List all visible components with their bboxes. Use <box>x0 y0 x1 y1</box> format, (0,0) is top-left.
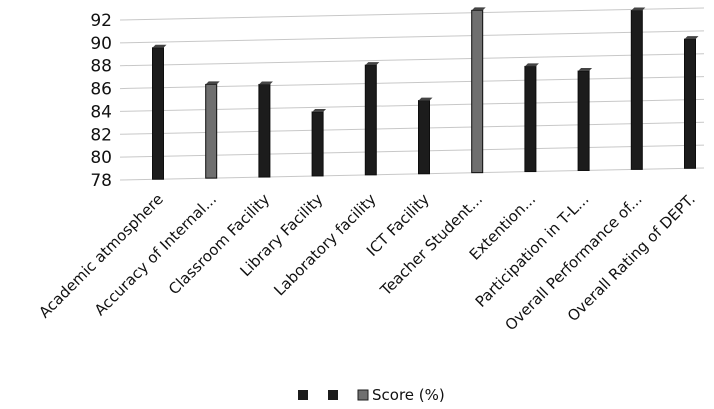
gridline <box>119 76 705 90</box>
gridline <box>119 98 705 112</box>
gridline <box>119 7 705 21</box>
bar <box>630 10 643 170</box>
y-tick-label: 84 <box>90 102 112 122</box>
bar <box>577 70 590 171</box>
y-tick-label: 86 <box>90 80 112 100</box>
bar <box>524 65 537 173</box>
y-tick-label: 92 <box>90 11 112 31</box>
gridline <box>119 30 705 44</box>
bars <box>152 7 699 180</box>
y-tick-label: 88 <box>90 57 112 77</box>
x-category-label: Teacher Student... <box>376 190 486 300</box>
bar <box>311 111 324 177</box>
x-category-label: Classroom Facility <box>165 190 273 298</box>
legend-swatch-2 <box>328 390 338 400</box>
bar-cap <box>524 63 539 67</box>
bar <box>684 38 696 169</box>
legend-swatch-1 <box>298 390 308 400</box>
legend-label: Score (%) <box>372 386 445 404</box>
gridline <box>119 121 705 135</box>
bar <box>364 64 377 176</box>
bar-cap <box>205 81 220 85</box>
bar-cap <box>631 7 646 11</box>
bar <box>471 9 484 174</box>
x-category-label: Laboratory facility <box>270 190 379 299</box>
bar-cap <box>684 36 699 40</box>
legend: Score (%) <box>298 386 445 404</box>
bar-cap <box>312 108 327 112</box>
bar-cap <box>258 81 273 85</box>
bar-cap <box>418 97 433 101</box>
bar <box>418 100 430 175</box>
bar <box>205 83 218 179</box>
bar <box>152 47 164 180</box>
y-tick-label: 90 <box>90 34 112 54</box>
gridlines <box>119 7 705 181</box>
gridline <box>119 144 705 158</box>
bar <box>258 83 271 178</box>
gridline <box>119 53 705 67</box>
bar-cap <box>365 62 380 66</box>
gridline <box>119 167 705 181</box>
y-tick-label: 82 <box>90 125 112 145</box>
bar-cap <box>471 7 486 11</box>
legend-swatch-3 <box>357 389 369 401</box>
y-tick-label: 78 <box>90 171 112 191</box>
y-tick-label: 80 <box>90 148 112 168</box>
bar-cap <box>152 44 167 48</box>
bar-cap <box>578 68 593 72</box>
